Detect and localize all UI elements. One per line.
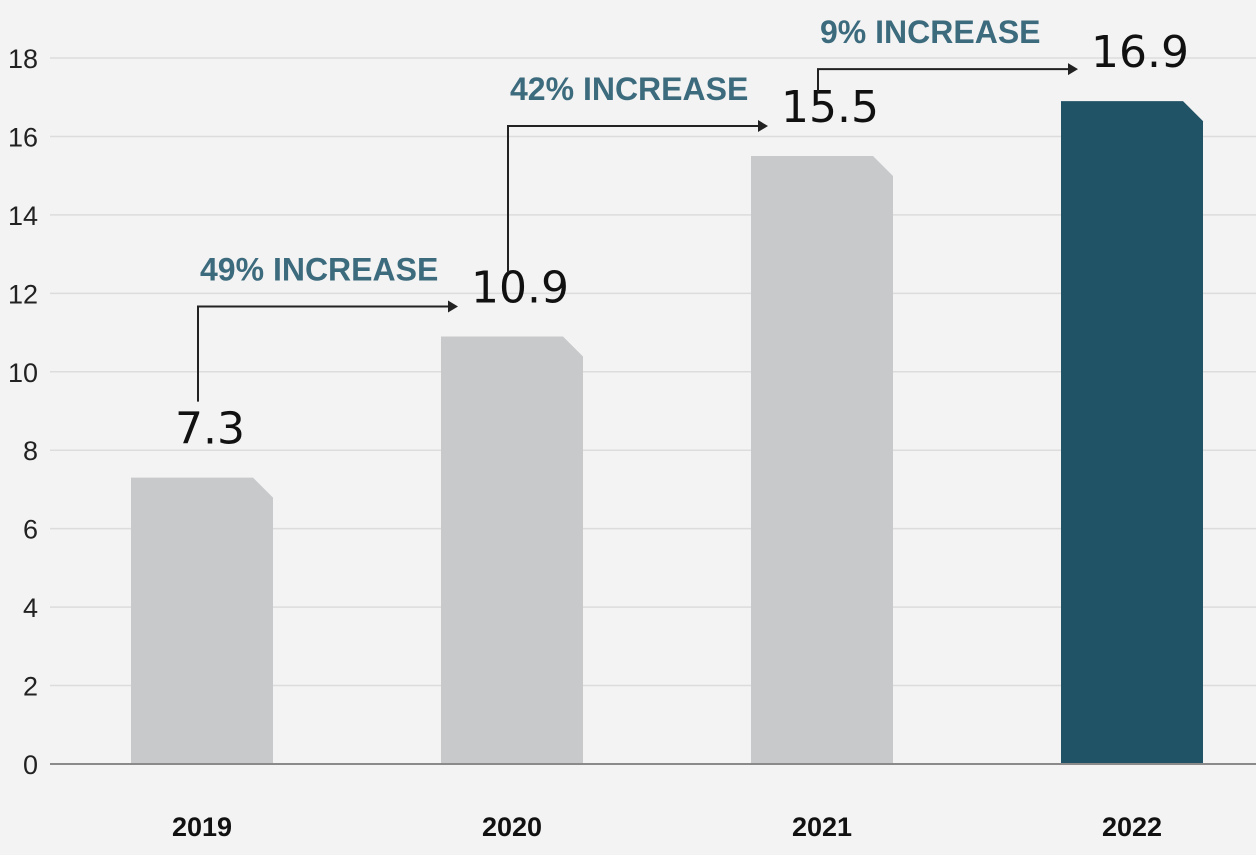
x-tick-label-2022: 2022	[1102, 812, 1162, 842]
y-tick-label: 14	[8, 201, 38, 231]
increase-label: 49% INCREASE	[200, 251, 438, 287]
arrow-head-icon	[448, 300, 458, 313]
value-label-2021: 15.5	[781, 82, 879, 133]
increase-annotation: 49% INCREASE	[197, 251, 458, 402]
y-tick-label: 0	[23, 750, 38, 780]
y-tick-label: 16	[8, 122, 38, 152]
y-tick-label: 8	[23, 436, 38, 466]
arrow-head-icon	[758, 120, 768, 133]
axis-layer: 0 2 4 6 8 10 12 14 16 18	[8, 44, 1256, 780]
bar-2020	[441, 336, 583, 764]
x-tick-label-2019: 2019	[172, 812, 232, 842]
x-tick-label-2020: 2020	[482, 812, 542, 842]
x-tick-label-2021: 2021	[792, 812, 852, 842]
bar-layer	[131, 101, 1203, 765]
increase-label: 42% INCREASE	[510, 71, 748, 107]
annotation-layer: 49% INCREASE 42% INCREASE 9% INCREASE	[197, 14, 1078, 402]
increase-label: 9% INCREASE	[820, 14, 1041, 50]
increase-arrow-line	[507, 125, 760, 273]
bar-2022	[1061, 101, 1203, 764]
increase-arrow-line	[197, 305, 450, 402]
y-tick-label: 10	[8, 358, 38, 388]
arrow-head-icon	[1068, 63, 1078, 76]
value-label-2022: 16.9	[1091, 27, 1189, 78]
increase-annotation: 42% INCREASE	[507, 71, 768, 273]
y-tick-label: 18	[8, 44, 38, 74]
increase-arrow-line	[817, 68, 1070, 93]
increase-annotation: 9% INCREASE	[817, 14, 1078, 93]
y-tick-label: 6	[23, 515, 38, 545]
bar-2021	[751, 156, 893, 765]
bar-2019	[131, 477, 273, 764]
value-label-2019: 7.3	[175, 404, 245, 455]
value-label-2020: 10.9	[471, 262, 569, 313]
y-tick-label: 12	[8, 279, 38, 309]
y-tick-label: 4	[23, 593, 38, 623]
y-tick-label: 2	[23, 672, 38, 702]
label-layer: 7.3 2019 10.9 2020 15.5 2021 16.9 2022	[172, 27, 1189, 842]
